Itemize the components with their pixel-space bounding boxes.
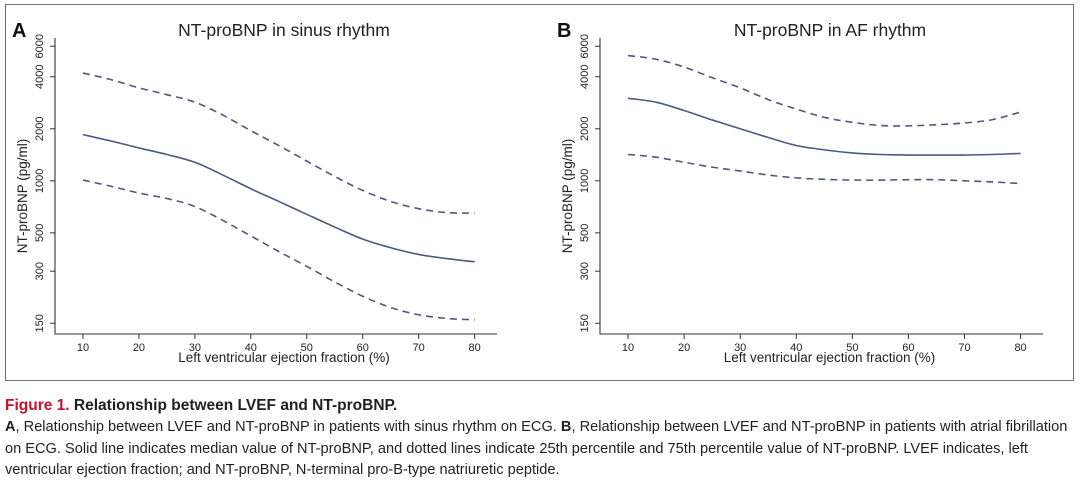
- x-tick-label: 80: [468, 342, 480, 354]
- y-tick-label: 6000: [579, 34, 591, 58]
- y-axis-label: NT-proBNP (pg/ml): [560, 139, 575, 254]
- x-tick-label: 50: [846, 342, 858, 354]
- upper-percentile-line: [82, 72, 475, 214]
- x-tick-label: 60: [902, 342, 914, 354]
- chart-title: NT-proBNP in sinus rhythm: [178, 20, 390, 40]
- y-tick-label: 2000: [579, 117, 591, 141]
- figure-number: Figure 1.: [5, 397, 70, 414]
- figure-frame: [5, 4, 1074, 381]
- y-tick-label: 500: [34, 224, 46, 242]
- y-tick-label: 2000: [34, 117, 46, 141]
- y-axis-label: NT-proBNP (pg/ml): [15, 139, 30, 254]
- x-tick-label: 20: [678, 342, 690, 354]
- y-tick-label: 6000: [34, 34, 46, 58]
- x-tick-label: 20: [133, 342, 145, 354]
- x-axis-label: Left ventricular ejection fraction (%): [178, 350, 390, 365]
- figure-chart-area: A NT-proBNP in sinus rhythm 10 20 30 40 50 60 70…: [12, 20, 1043, 365]
- x-tick-label: 70: [958, 342, 970, 354]
- chart-panel-b: B NT-proBNP in AF rhythm 10 20 30 40 50 60 70 80 1…: [557, 20, 1043, 365]
- caption-part-b-label: B: [560, 419, 572, 435]
- median-line: [627, 97, 1021, 156]
- lower-percentile-line: [82, 179, 475, 321]
- caption-body: A, Relationship between LVEF and NT-proB…: [5, 417, 1073, 482]
- y-tick-label: 4000: [579, 64, 591, 88]
- panel-label: A: [12, 20, 26, 42]
- x-tick-label: 60: [357, 342, 369, 354]
- x-tick-label: 10: [622, 342, 634, 354]
- x-axis-label: Left ventricular ejection fraction (%): [724, 350, 936, 365]
- caption-part-b-text: , Relationship between LVEF and NT-proBN…: [5, 419, 1068, 478]
- y-tick-label: 500: [579, 224, 591, 242]
- median-line: [82, 133, 475, 263]
- y-tick-label: 1000: [579, 169, 591, 193]
- y-tick-label: 150: [34, 314, 46, 332]
- chart-panel-a: A NT-proBNP in sinus rhythm 10 20 30 40 50 60 70…: [12, 20, 497, 365]
- y-tick-label: 4000: [34, 64, 46, 88]
- y-tick-label: 150: [579, 314, 591, 332]
- x-tick-label: 40: [245, 342, 257, 354]
- x-tick-label: 30: [734, 342, 746, 354]
- x-tick-label: 10: [77, 342, 89, 354]
- x-tick-label: 80: [1014, 342, 1026, 354]
- x-tick-label: 70: [413, 342, 425, 354]
- figure-caption: Figure 1. Relationship between LVEF and …: [5, 395, 1073, 482]
- x-tick-label: 50: [301, 342, 313, 354]
- y-tick-label: 1000: [34, 169, 46, 193]
- caption-title-text: Relationship between LVEF and NT-proBNP.: [69, 397, 398, 414]
- lower-percentile-line: [627, 153, 1021, 185]
- upper-percentile-line: [627, 54, 1021, 127]
- y-tick-label: 300: [579, 262, 591, 280]
- caption-title: Figure 1. Relationship between LVEF and …: [5, 395, 1073, 417]
- panel-label: B: [557, 20, 571, 42]
- y-tick-label: 300: [34, 262, 46, 280]
- caption-part-a-label: A: [5, 419, 16, 435]
- caption-part-a-text: , Relationship between LVEF and NT-proBN…: [15, 419, 561, 435]
- x-tick-label: 40: [790, 342, 802, 354]
- chart-title: NT-proBNP in AF rhythm: [734, 20, 926, 40]
- x-tick-label: 30: [189, 342, 201, 354]
